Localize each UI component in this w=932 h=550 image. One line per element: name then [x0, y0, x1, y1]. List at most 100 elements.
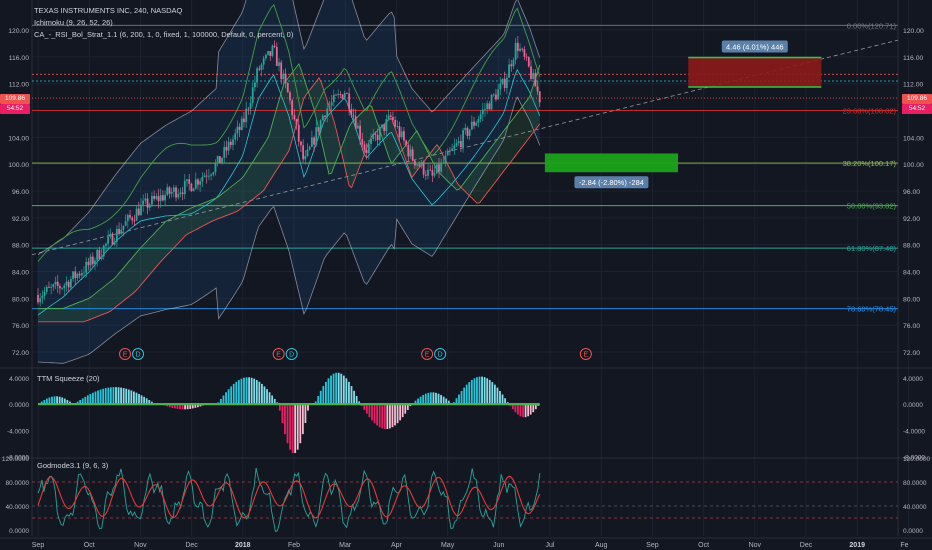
right-price-tick: 96.00	[903, 189, 920, 196]
squeeze-bar	[519, 404, 522, 417]
dividend-marker	[132, 348, 145, 360]
squeeze-bar	[504, 398, 506, 405]
ttm-squeeze-label[interactable]: TTM Squeeze (20)	[37, 374, 100, 383]
squeeze-bar	[48, 397, 51, 405]
squeeze-bar	[84, 396, 87, 405]
candle-body	[492, 94, 495, 96]
squeeze-bar	[514, 404, 517, 413]
squeeze-bar	[181, 404, 184, 410]
godmode-line-fast	[37, 467, 541, 532]
candle-body	[431, 170, 434, 176]
candle-body	[238, 126, 241, 130]
candle-body	[148, 204, 151, 208]
squeeze-bar	[171, 404, 174, 408]
squeeze-bar	[317, 395, 320, 405]
squeeze-bar	[120, 387, 122, 405]
senkou-span-a	[38, 62, 541, 309]
squeeze-bar	[189, 404, 192, 409]
left-price-tick: 96.00	[12, 189, 29, 196]
candle-body	[317, 127, 320, 132]
squeeze-bar	[99, 389, 102, 405]
squeeze-bar	[399, 404, 402, 421]
candle-body	[52, 284, 55, 288]
squeeze-bar	[499, 390, 501, 405]
squeeze-bar	[296, 404, 299, 450]
squeeze-bar	[322, 386, 325, 405]
left-price-tick: 92.00	[12, 216, 29, 223]
squeeze-bar	[511, 404, 514, 410]
squeeze-bar	[330, 375, 332, 405]
candle-body	[343, 93, 346, 99]
candle-body	[527, 57, 530, 67]
squeeze-bar	[363, 404, 366, 410]
godmode-line-slow	[37, 475, 541, 519]
candle-body	[413, 160, 416, 166]
candle-body	[473, 121, 475, 126]
candle-body	[396, 126, 399, 127]
bollinger-bands	[37, 0, 541, 364]
squeeze-bar	[255, 380, 258, 405]
candle-body	[446, 150, 449, 156]
candle-body	[229, 141, 232, 146]
candle-body	[444, 155, 447, 163]
candle-body	[278, 62, 280, 66]
squeeze-bar	[534, 404, 537, 410]
candle-body	[442, 162, 445, 164]
bollinger-fill	[38, 0, 540, 364]
squeeze-bar	[81, 398, 84, 405]
right-price-tick: 80.00	[903, 296, 920, 303]
candle-body	[247, 108, 250, 110]
squeeze-bar	[365, 404, 368, 414]
squeeze-bar	[191, 404, 194, 409]
short-position-label: 4.46 (4.01%) 446	[726, 43, 784, 52]
candle-body	[503, 78, 506, 89]
candle-body	[363, 144, 366, 150]
candle-body	[372, 133, 375, 140]
candle-body	[271, 45, 274, 56]
candle-body	[346, 93, 348, 94]
candle-body	[98, 249, 101, 260]
candle-body	[486, 103, 489, 110]
squeeze-bar	[248, 377, 250, 405]
right-countdown-tag: 54:52	[902, 104, 932, 114]
candle-body	[67, 281, 70, 288]
candle-body	[361, 139, 364, 145]
squeeze-bar	[522, 404, 524, 418]
squeeze-bar	[307, 404, 309, 411]
squeeze-bar	[419, 396, 422, 405]
squeeze-bar	[117, 387, 120, 405]
ichimoku-legend[interactable]: Ichimoku (9, 26, 52, 26)	[34, 18, 113, 27]
squeeze-bar	[429, 392, 432, 405]
candle-body	[131, 217, 134, 221]
godmode-label[interactable]: Godmode3.1 (9, 6, 3)	[37, 461, 109, 470]
fib-label: 23.60%(108.02)	[843, 106, 897, 115]
squeeze-bar	[138, 393, 140, 405]
squeeze-bar	[319, 390, 322, 405]
squeeze-bar	[348, 381, 350, 405]
symbol-title: TEXAS INSTRUMENTS INC, 240, NASDAQ	[34, 6, 183, 15]
strategy-legend[interactable]: CA_-_RSI_Bol_Strat_1.1 (6, 200, 1, 0, fi…	[34, 30, 294, 39]
candle-body	[429, 169, 432, 171]
squeeze-bar	[401, 404, 404, 418]
ttm-left-tick: 0.0000	[9, 402, 29, 409]
fib-label: 78.60%(78.45)	[847, 305, 897, 314]
squeeze-bar	[501, 394, 504, 405]
squeeze-bar	[63, 398, 66, 405]
right-price-tick: 84.00	[903, 269, 920, 276]
candle-body	[479, 114, 482, 120]
squeeze-bar	[45, 398, 48, 405]
candle-body	[113, 242, 116, 245]
candle-body	[354, 116, 357, 129]
squeeze-bar	[240, 378, 243, 405]
candle-body	[525, 56, 528, 58]
candle-body	[381, 124, 383, 128]
right-price-tick: 76.00	[903, 323, 920, 330]
candle-body	[326, 108, 329, 117]
candle-body	[337, 93, 340, 95]
godmode-left-tick: 40.0000	[6, 504, 30, 511]
squeeze-bar	[289, 404, 291, 450]
candle-body	[392, 116, 394, 120]
godmode-oscillator	[32, 467, 898, 532]
